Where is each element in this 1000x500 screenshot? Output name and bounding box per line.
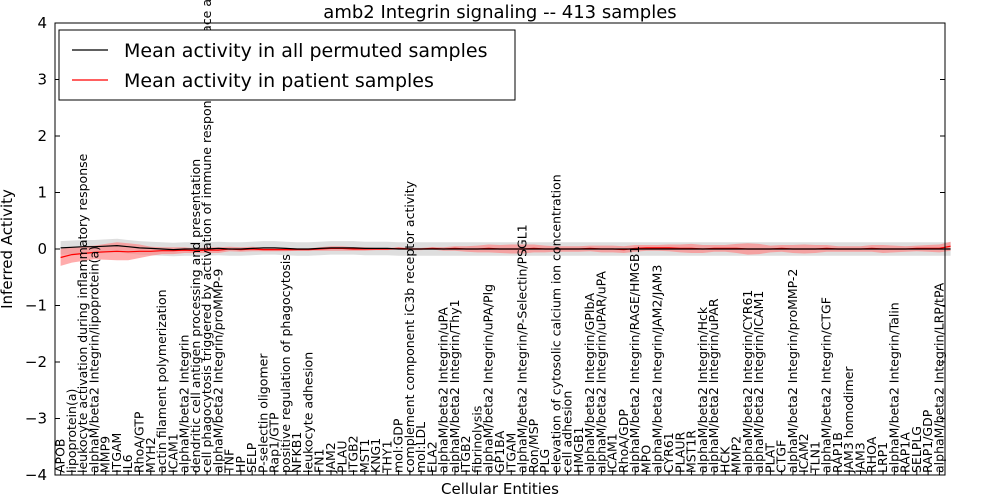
- x-tick-label: ITGAM: [503, 433, 518, 473]
- x-tick-label: alphaM/beta2 Integrin/uPA/Plg: [481, 284, 496, 473]
- x-tick-label: HCK: [717, 446, 732, 473]
- y-tick-label: 4: [37, 14, 47, 32]
- x-tick-label: MMP9: [98, 436, 113, 473]
- x-tick-label: RhoA/GDP: [616, 409, 631, 473]
- x-tick-label: alphaM/beta2 Integrin/ICAM1: [751, 291, 766, 473]
- x-tick-label: alphaM/beta2 Integrin/CYR61: [740, 290, 755, 473]
- y-axis-label: Inferred Activity: [0, 189, 16, 309]
- x-tick-label: PLG: [537, 449, 552, 473]
- x-tick-label: mol:LDL: [413, 422, 428, 473]
- x-tick-label: alphaM/beta2 Integrin/Thy1: [447, 299, 462, 473]
- x-tick-label: ICAM1: [605, 433, 620, 473]
- x-tick-label: alphaM/beta2 Integrin/proMMP-9: [210, 269, 225, 473]
- x-tick-label: ICAM1: [165, 433, 180, 473]
- x-tick-label: NFKB1: [289, 432, 304, 473]
- x-tick-label: mol:GDP: [391, 418, 406, 473]
- x-tick-label: alphaM/beta2 Integrin/uPAR/uPA: [593, 271, 608, 473]
- x-tick-label: HP: [233, 456, 248, 473]
- x-tick-label: TLN1: [807, 441, 822, 474]
- x-tick-label: elevation of cytosolic calcium ion conce…: [548, 174, 563, 473]
- x-tick-label: PLAU: [334, 441, 349, 474]
- x-tick-label: ITGB2: [458, 435, 473, 473]
- x-tick-label: RAP1A: [898, 432, 913, 473]
- legend: Mean activity in all permuted samples Me…: [58, 29, 516, 101]
- x-tick-label: KNG1: [368, 438, 383, 473]
- x-tick-label: alphaM/beta2 Integrin/proMMP-2: [785, 269, 800, 473]
- x-tick-label: alphaM/beta2 Integrin/RAGE/HMGB1: [627, 246, 642, 473]
- x-tick-label: HMGB1: [571, 427, 586, 473]
- x-tick-label: Rap1/GTP: [267, 412, 282, 473]
- x-tick-label: RAP1B: [830, 432, 845, 473]
- x-tick-label: CYR61: [661, 432, 676, 473]
- patient-band: [60, 241, 951, 266]
- x-tick-label: cell phagocytosis triggered by activatio…: [199, 0, 214, 473]
- x-tick-label: ITGAM: [109, 433, 124, 473]
- x-tick-label: cell adhesion: [560, 391, 575, 473]
- x-tick-label: alphaM/beta2 Integrin/GPIbA: [582, 293, 597, 473]
- x-tick-label: alphaM/beta2 Integrin/lipoprotein(a): [86, 246, 101, 473]
- permuted-series-line: [60, 244, 951, 251]
- x-tick-label: Ron/MSP: [526, 418, 541, 473]
- x-tick-label: RHOA: [864, 436, 879, 473]
- x-tick-label: MMP2: [729, 436, 744, 473]
- x-tick-label: MST1: [357, 439, 372, 473]
- x-tick-label: alphaM/beta2 Integrin/uPAR: [706, 298, 721, 473]
- y-tick-label: −2: [25, 353, 47, 371]
- x-tick-label: lipoprotein(a): [64, 389, 79, 473]
- x-tick-label: FN1: [312, 449, 327, 474]
- x-tick-label: alphaM/beta2 Integrin/CTGF: [819, 297, 834, 473]
- x-tick-label: PLAT: [762, 443, 777, 473]
- x-tick-label: alphaM/beta2 Integrin/uPA: [436, 307, 451, 473]
- y-tick-label: −3: [25, 410, 47, 428]
- x-tick-label: JAM3: [853, 442, 868, 474]
- x-tick-label: complement component iC3b receptor activ…: [402, 180, 417, 473]
- x-tick-label: RAP1/GDP: [920, 409, 935, 473]
- legend-label-permuted: Mean activity in all permuted samples: [124, 40, 487, 62]
- x-tick-label: ICAM2: [796, 433, 811, 473]
- y-tick-label: −4: [25, 466, 47, 484]
- x-tick-label: P-selectin oligomer: [255, 353, 270, 473]
- x-tick-label: alphaM/beta2 Integrin/LRP/tPA: [931, 282, 946, 473]
- x-tick-label: JAM3 homodimer: [841, 366, 856, 474]
- y-tick-label: 0: [37, 240, 47, 258]
- y-tick-label: −1: [25, 297, 47, 315]
- x-tick-label: CTGF: [774, 440, 789, 473]
- y-tick-label: 3: [37, 71, 47, 89]
- x-tick-label: positive regulation of phagocytosis: [278, 254, 293, 473]
- x-tick-label: TNF: [222, 449, 237, 474]
- x-tick-label: alphaM/beta2 Integrin/Hck: [695, 306, 710, 473]
- x-tick-label: alphaM/beta2 Integrin/P-Selectin/PSGL1: [515, 224, 530, 473]
- x-tick-label: JAM2: [323, 442, 338, 474]
- patient-band-area: [60, 241, 951, 266]
- x-tick-label: ELA2: [424, 441, 439, 473]
- x-tick-label: dendritic cell antigen processing and pr…: [188, 159, 203, 473]
- x-tick-label: APOB: [53, 438, 68, 473]
- legend-label-patient: Mean activity in patient samples: [124, 70, 434, 92]
- x-tick-label: MST1R: [684, 430, 699, 473]
- x-tick-label: MYH2: [143, 437, 158, 473]
- x-tick-label: SELP: [244, 442, 259, 473]
- x-tick-label: alphaM/beta2 Integrin: [177, 335, 192, 473]
- legend-box: [58, 29, 516, 101]
- x-tick-label: leukocyte activation during inflammatory…: [75, 153, 90, 473]
- x-tick-label: fibrinolysis: [470, 406, 485, 473]
- x-tick-label: actin filament polymerization: [154, 289, 169, 473]
- x-tick-label: leukocyte adhesion: [301, 352, 316, 473]
- x-tick-label: MPO: [639, 445, 654, 473]
- y-tick-label: 1: [37, 184, 47, 202]
- x-tick-label: PLAUR: [672, 432, 687, 473]
- x-tick-label: LRP1: [875, 442, 890, 473]
- x-tick-label: ITGB2: [346, 435, 361, 473]
- x-tick-label: IL6: [120, 454, 135, 473]
- x-tick-label: RhoA/GTP: [132, 411, 147, 473]
- x-tick-label: GP1BA: [492, 430, 507, 473]
- x-tick-label: SELPLG: [909, 426, 924, 473]
- chart-title: amb2 Integrin signaling -- 413 samples: [323, 2, 676, 23]
- x-tick-label: THY1: [379, 440, 394, 474]
- x-tick-label: alphaM/beta2 Integrin/Talin: [886, 302, 901, 473]
- x-axis-label: Cellular Entities: [441, 480, 559, 498]
- y-tick-label: 2: [37, 127, 47, 145]
- x-tick-label: alphaM/beta2 Integrin/JAM2/JAM3: [650, 265, 665, 473]
